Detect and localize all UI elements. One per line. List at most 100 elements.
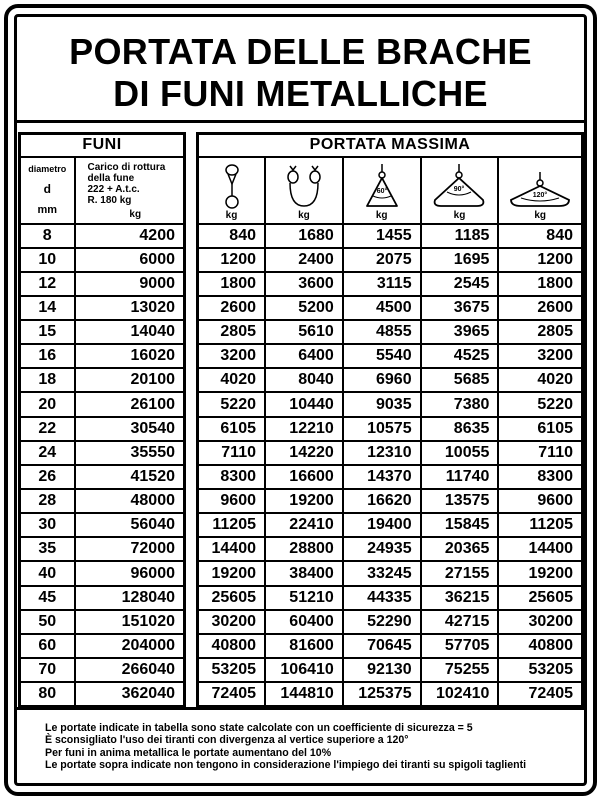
double-sling-cell: 6400 — [264, 343, 344, 370]
diameter-cell: 14 — [18, 294, 76, 322]
portata-header: PORTATA MASSIMA — [196, 132, 584, 158]
double-sling-cell: 51210 — [264, 584, 344, 611]
single-sling-cell: 14400 — [196, 536, 266, 563]
breaking-load-cell: 56040 — [73, 512, 186, 539]
single-sling-cell: 4020 — [196, 367, 266, 394]
single-sling-icon — [224, 163, 239, 209]
column-unit: kg — [534, 209, 547, 221]
sling-90-cell: 10055 — [419, 439, 500, 466]
diameter-cell: 10 — [18, 246, 76, 273]
sling-60-cell: 16620 — [341, 488, 422, 515]
note: È sconsigliato l'uso dei tiranti con div… — [45, 734, 409, 747]
table-row: 40 96000 — [18, 560, 186, 587]
table-row: 5220 10440 9035 7380 5220 — [196, 391, 584, 418]
breaking-load-cell: 9000 — [73, 270, 186, 297]
double-sling-cell: 5610 — [264, 319, 344, 346]
diameter-cell: 24 — [18, 439, 76, 466]
table-row: 45 128040 — [18, 584, 186, 611]
breaking-load-cell: 26100 — [73, 391, 186, 418]
sling-90-cell: 20365 — [419, 536, 500, 563]
table-row: 19200 38400 33245 27155 19200 — [196, 560, 584, 587]
sling-90-cell: 42715 — [419, 608, 500, 635]
diameter-cell: 28 — [18, 488, 76, 515]
double-sling-cell: 19200 — [264, 488, 344, 515]
note: Per funi in anima metallica le portate a… — [45, 746, 332, 759]
single-sling-cell: 30200 — [196, 608, 266, 635]
double-sling-column-header: kg — [264, 155, 344, 225]
diameter-cell: 35 — [18, 536, 76, 563]
sling-60-cell: 33245 — [341, 560, 422, 587]
breaking-load-cell: 128040 — [73, 584, 186, 611]
sling-60-cell: 2075 — [341, 246, 422, 273]
table-row: 25605 51210 44335 36215 25605 — [196, 584, 584, 611]
double-sling-cell: 16600 — [264, 463, 344, 491]
sign-inner-border — [14, 14, 587, 786]
table-row: 72405 144810 125375 102410 72405 — [196, 681, 584, 708]
note: Le portate indicate in tabella sono stat… — [45, 722, 473, 734]
breaking-load-cell: 16020 — [73, 343, 186, 370]
double-sling-cell: 5200 — [264, 294, 344, 322]
sling-90-cell: 1185 — [419, 222, 500, 249]
sling-60-cell: 70645 — [341, 632, 422, 660]
breaking-load-cell: 35550 — [73, 439, 186, 466]
diameter-symbol: d — [43, 181, 51, 196]
angle-label: 120° — [533, 191, 548, 199]
sling-90-cell: 4525 — [419, 343, 500, 370]
table-row: 16 16020 — [18, 343, 186, 370]
sling-60-cell: 125375 — [341, 681, 422, 708]
angle-label: 90° — [454, 185, 465, 193]
single-sling-cell: 25605 — [196, 584, 266, 611]
title-line-2: DI FUNI METALLICHE — [113, 73, 488, 114]
angle-label: 60° — [376, 187, 387, 195]
breaking-load-cell: 266040 — [73, 657, 186, 684]
sling-120-cell: 1800 — [497, 270, 584, 297]
breaking-load-cell: 204000 — [73, 632, 186, 660]
single-sling-cell: 840 — [196, 222, 266, 249]
sling-60-cell: 6960 — [341, 367, 422, 394]
table-row: 35 72000 — [18, 536, 186, 563]
breaking-load-cell: 48000 — [73, 488, 186, 515]
sling-120-cell: 7110 — [497, 439, 584, 466]
sling-120-cell: 19200 — [497, 560, 584, 587]
double-sling-cell: 1680 — [264, 222, 344, 249]
table-row: 8300 16600 14370 11740 8300 — [196, 463, 584, 491]
table-row: 18 20100 — [18, 367, 186, 394]
page-title: PORTATA DELLE BRACHE DI FUNI METALLICHE — [17, 17, 584, 123]
single-sling-cell: 19200 — [196, 560, 266, 587]
breaking-load-cell: 151020 — [73, 608, 186, 635]
column-unit: kg — [453, 209, 466, 221]
sling-90-column-header: 90° kg — [419, 155, 500, 225]
double-sling-cell: 106410 — [264, 657, 344, 684]
table-row: 30 56040 — [18, 512, 186, 539]
table-row: 840 1680 1455 1185 840 — [196, 222, 584, 249]
column-unit: kg — [375, 209, 388, 221]
sling-120-cell: 2600 — [497, 294, 584, 322]
sling-60-cell: 24935 — [341, 536, 422, 563]
sling-90-cell: 57705 — [419, 632, 500, 660]
diameter-label: diametro — [28, 163, 67, 174]
note: Le portate sopra indicate non tengono in… — [45, 759, 527, 772]
table-row: 14 13020 — [18, 294, 186, 322]
diameter-unit: mm — [37, 203, 58, 216]
sling-120-cell: 9600 — [497, 488, 584, 515]
breaking-load-cell: 30540 — [73, 415, 186, 442]
sling-60-cell: 3115 — [341, 270, 422, 297]
table-row: 60 204000 — [18, 632, 186, 660]
table-row: 8 4200 — [18, 222, 186, 249]
table-row: 14400 28800 24935 20365 14400 — [196, 536, 584, 563]
sling-90-cell: 5685 — [419, 367, 500, 394]
table-row: 80 362040 — [18, 681, 186, 708]
funi-table: FUNI diametro d mm Carico di rottura del… — [18, 132, 186, 708]
single-sling-cell: 11205 — [196, 512, 266, 539]
sling-60-icon: 60° — [365, 163, 398, 207]
table-row: 2805 5610 4855 3965 2805 — [196, 319, 584, 346]
sling-90-cell: 7380 — [419, 391, 500, 418]
sling-60-cell: 4855 — [341, 319, 422, 346]
sling-120-cell: 25605 — [497, 584, 584, 611]
table-row: 7110 14220 12310 10055 7110 — [196, 439, 584, 466]
double-sling-cell: 28800 — [264, 536, 344, 563]
single-sling-cell: 53205 — [196, 657, 266, 684]
sling-60-cell: 9035 — [341, 391, 422, 418]
double-sling-icon — [287, 165, 321, 207]
sling-90-cell: 27155 — [419, 560, 500, 587]
